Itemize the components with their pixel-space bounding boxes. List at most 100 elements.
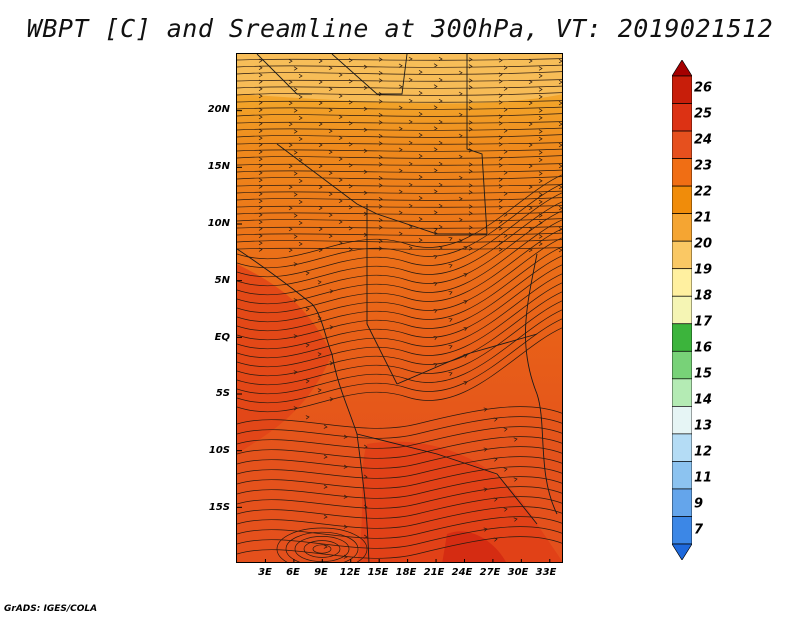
streamline-arrow [498, 198, 503, 203]
streamline-arrow [433, 254, 438, 259]
colorbar [672, 60, 692, 560]
streamline-arrow [258, 157, 263, 162]
streamline-arrow [468, 204, 473, 209]
streamline-zonal [237, 134, 562, 138]
streamline-arrow [468, 57, 473, 62]
streamline-arrow [408, 182, 413, 188]
streamline-curved [237, 264, 562, 350]
colorbar-segment [672, 323, 692, 352]
streamline-arrow [498, 121, 503, 126]
streamline-arrow [298, 199, 303, 205]
streamline-arrow [378, 78, 383, 83]
streamline-arrow [418, 90, 423, 96]
streamline-arrow [378, 238, 383, 244]
lat-label: 15N [207, 161, 230, 172]
streamline-arrow [433, 308, 438, 313]
streamline-arrow [348, 247, 353, 252]
streamline-arrow [258, 191, 263, 197]
colorbar-segment [672, 130, 692, 159]
streamline-arrow [408, 56, 413, 62]
streamline-arrow [258, 220, 263, 225]
streamline-arrow [538, 234, 543, 239]
streamline-arrow [328, 212, 333, 218]
streamline-arrow [538, 115, 543, 120]
streamline-arrow [448, 371, 453, 376]
streamline-arrow [258, 121, 263, 126]
lon-label: 15E [367, 567, 389, 578]
streamline-arrow [503, 65, 508, 70]
border-north-2 [256, 54, 312, 95]
streamline-zonal [237, 92, 562, 96]
colorbar-label: 7 [694, 522, 704, 538]
chart-title: WBPT [C] and Sreamline at 300hPa, VT: 20… [26, 14, 774, 43]
lat-label: 5N [214, 275, 230, 286]
streamline-zonal [237, 106, 562, 110]
streamline-arrow [468, 127, 473, 132]
streamline-arrow [558, 80, 562, 85]
streamline-arrow [348, 226, 353, 231]
streamline-arrow [558, 248, 562, 253]
streamline-arrow [513, 477, 518, 482]
colorbar-label: 24 [694, 132, 713, 148]
streamline-arrow [305, 307, 310, 312]
streamline-arrow [558, 122, 562, 127]
streamline-arrow [348, 100, 353, 105]
streamline-arrow [298, 115, 303, 121]
streamline-arrow [348, 142, 353, 147]
streamline-arrow [538, 129, 543, 134]
streamline-arrow [503, 233, 508, 238]
streamline-arrow [398, 84, 403, 89]
streamline-arrow [378, 175, 383, 181]
streamline-arrow [538, 220, 543, 225]
streamline-arrow [458, 112, 463, 117]
streamline-zonal [237, 100, 562, 103]
streamline-arrow [458, 175, 463, 180]
lat-label: 20N [207, 104, 230, 115]
streamline-arrow [528, 184, 533, 190]
streamline-arrow [503, 427, 508, 432]
streamline-arrow [538, 66, 543, 71]
streamline-curved [237, 183, 562, 269]
colorbar-arrow-bottom [672, 543, 692, 560]
streamline-arrow [293, 66, 298, 71]
streamline-arrow [328, 149, 333, 155]
streamline-southern [237, 446, 562, 469]
streamline-zonal [237, 190, 562, 194]
colorbar-segment [672, 75, 692, 104]
streamline-arrow [503, 128, 508, 133]
colorbar-label: 19 [694, 262, 713, 278]
streamline-southern [237, 476, 562, 499]
streamline-arrow [293, 234, 298, 239]
colorbar-segment [672, 433, 692, 462]
streamline-southern [237, 526, 562, 549]
streamline-arrow [323, 544, 328, 549]
streamline-arrow [448, 236, 453, 241]
streamline-arrow [343, 494, 348, 499]
colorbar-label: 15 [694, 366, 713, 382]
streamline-arrow [258, 107, 263, 113]
streamline-arrow [305, 415, 310, 420]
streamline-arrow [258, 136, 263, 141]
border-north-1 [331, 54, 408, 95]
lon-label: 21E [423, 567, 445, 578]
streamline-arrow [468, 225, 473, 230]
streamline-curved [237, 237, 562, 323]
streamline-arrow [378, 225, 383, 230]
streamline-arrow [438, 140, 443, 146]
lon-label: 24E [451, 567, 473, 578]
streamline-arrow [468, 78, 473, 83]
streamline-zonal [237, 226, 562, 229]
streamline-vortex [276, 527, 368, 562]
streamline-arrow [468, 246, 473, 251]
streamline-zonal [237, 127, 562, 131]
streamline-arrow [498, 72, 503, 77]
streamline-arrow [305, 343, 310, 348]
streamline-arrow [438, 98, 443, 104]
colorbar-arrow-top [672, 60, 692, 77]
streamline-arrow [328, 233, 333, 239]
streamline-arrow [348, 184, 353, 189]
colorbar-segment [672, 295, 692, 325]
streamline-arrow [433, 126, 438, 131]
streamline-arrow [538, 136, 543, 141]
streamline-arrow [318, 100, 323, 106]
